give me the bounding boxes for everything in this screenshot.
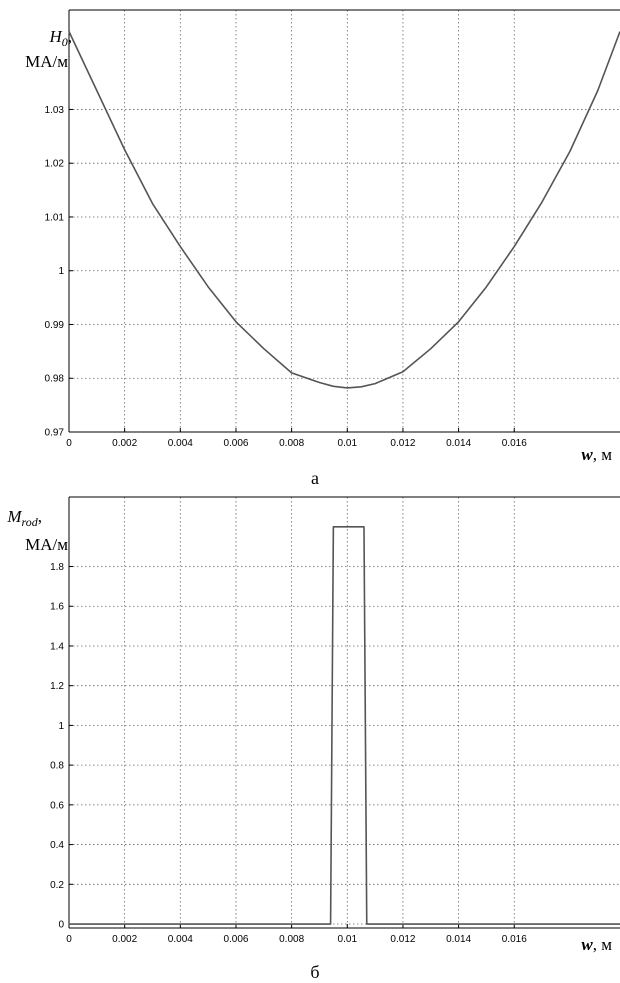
x-tick-label: 0.012 <box>390 934 415 945</box>
y-axis-unit: МА/м <box>25 535 68 554</box>
y-axis-label: H0, <box>48 27 72 49</box>
x-tick-label: 0.012 <box>390 438 415 449</box>
x-tick-label: 0.002 <box>112 438 137 449</box>
series-line <box>69 525 620 925</box>
figure-caption: а <box>311 468 319 488</box>
y-tick-label: 1.2 <box>50 681 64 692</box>
y-tick-label: 1.4 <box>50 641 64 652</box>
y-tick-label: 0.99 <box>45 320 65 331</box>
x-tick-label: 0.004 <box>168 438 193 449</box>
x-tick-label: 0.016 <box>502 438 527 449</box>
x-tick-label: 0.006 <box>223 934 248 945</box>
y-tick-label: 1.6 <box>50 602 64 613</box>
x-tick-label: 0.006 <box>223 438 248 449</box>
y-tick-label: 1 <box>58 266 64 277</box>
chart-1: 0 0.002 0.004 0.006 0.008 0.01 0.012 0.014 0.016… <box>25 9 620 488</box>
y-tick-label: 1.8 <box>50 562 64 573</box>
y-tick-label: 0.97 <box>45 428 65 439</box>
y-tick-label: 0.6 <box>50 800 64 811</box>
x-tick-label: 0 <box>66 934 72 945</box>
x-tick-label: 0.008 <box>279 934 304 945</box>
x-tick-label: 0.01 <box>338 934 358 945</box>
x-tick-label: 0.014 <box>446 934 471 945</box>
x-tick-label: 0.01 <box>338 438 358 449</box>
x-axis-label: w, м <box>581 935 612 954</box>
x-axis-label: w, м <box>581 445 612 464</box>
y-tick-label: 1.01 <box>45 212 65 223</box>
y-axis-unit: МА/м <box>25 52 68 71</box>
x-tick-label: 0.014 <box>446 438 471 449</box>
x-tick-label: 0 <box>66 438 72 449</box>
y-tick-label: 0.4 <box>50 840 64 851</box>
chart-2: 0 0.002 0.004 0.006 0.008 0.01 0.012 0.014 0.016… <box>6 496 620 982</box>
y-tick-label: 0.8 <box>50 761 64 772</box>
series-line <box>68 31 620 389</box>
y-tick-label: 0.98 <box>45 374 65 385</box>
x-tick-label: 0.016 <box>502 934 527 945</box>
x-tick-label: 0.004 <box>168 934 193 945</box>
y-tick-label: 1 <box>58 721 64 732</box>
y-tick-label: 0.2 <box>50 880 64 891</box>
x-tick-label: 0.002 <box>112 934 137 945</box>
y-tick-label: 1.02 <box>45 159 65 170</box>
y-tick-label: 0 <box>58 920 64 931</box>
y-axis-label: Mrod, <box>6 507 42 529</box>
x-tick-label: 0.008 <box>279 438 304 449</box>
y-tick-label: 1.03 <box>45 105 65 116</box>
figure-caption: б <box>310 962 319 982</box>
